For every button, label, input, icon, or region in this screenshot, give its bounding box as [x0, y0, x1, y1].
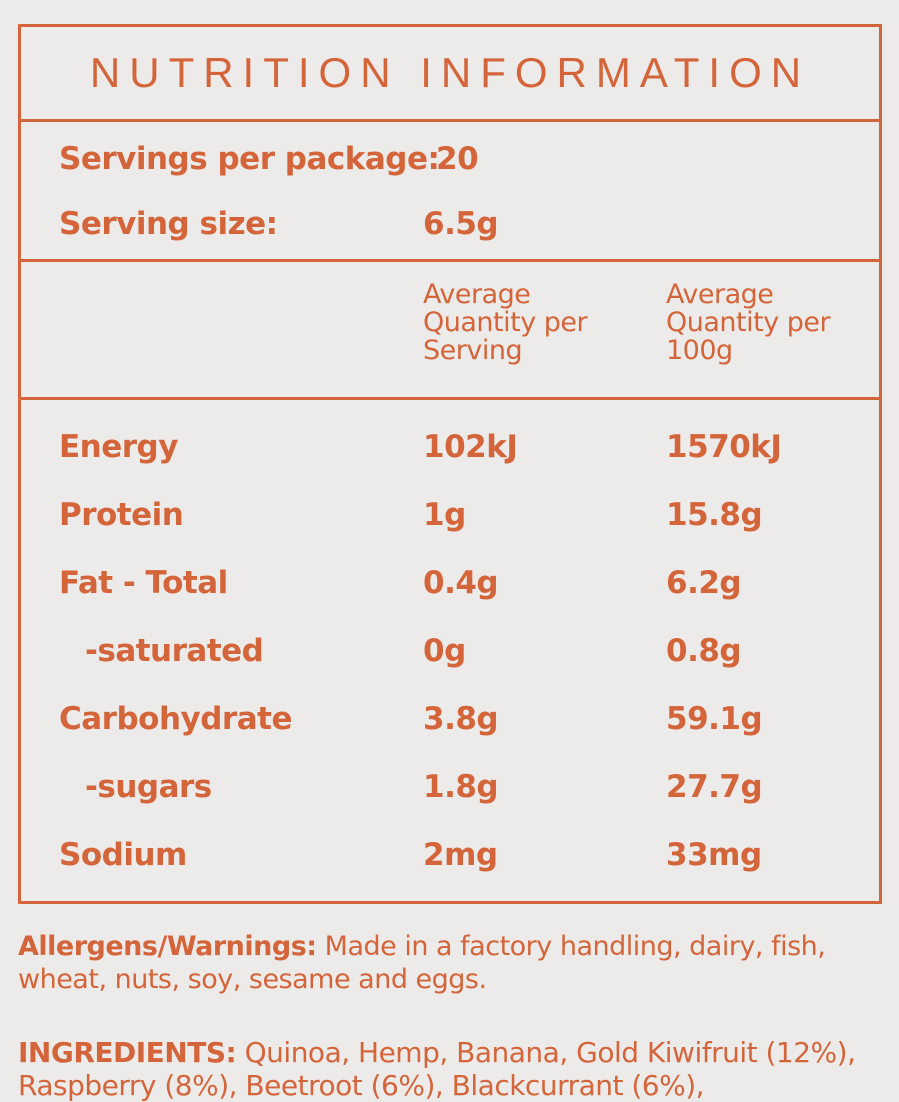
- per-100g-value: 6.2g: [666, 565, 742, 601]
- nutrient-name: Sodium: [59, 837, 187, 873]
- per-serving-value: 3.8g: [423, 701, 499, 737]
- allergens-statement: Allergens/Warnings: Made in a factory ha…: [18, 930, 878, 996]
- nutrient-name: Carbohydrate: [59, 701, 292, 737]
- ingredients-text: Quinoa, Hemp, Banana, Gold Kiwifruit (12…: [18, 1036, 856, 1102]
- per-serving-value: 0g: [423, 633, 466, 669]
- per-serving-value: 102kJ: [423, 429, 518, 465]
- panel-title: NUTRITION INFORMATION: [89, 49, 811, 96]
- nutrition-panel: NUTRITION INFORMATION Servings per packa…: [18, 24, 882, 904]
- divider: [21, 119, 879, 122]
- column-header-per-100g: Average Quantity per 100g: [666, 279, 831, 366]
- divider: [21, 259, 879, 262]
- nutrient-name: Energy: [59, 429, 178, 465]
- per-serving-value: 0.4g: [423, 565, 499, 601]
- per-100g-value: 59.1g: [666, 701, 763, 737]
- per-100g-value: 33mg: [666, 837, 762, 873]
- ingredients-statement: INGREDIENTS: Quinoa, Hemp, Banana, Gold …: [18, 1036, 878, 1102]
- nutrient-name: Protein: [59, 497, 184, 533]
- per-serving-value: 2mg: [423, 837, 498, 873]
- servings-per-package-value: 20: [436, 141, 479, 177]
- serving-size-value: 6.5g: [423, 206, 499, 242]
- per-100g-value: 27.7g: [666, 769, 763, 805]
- per-100g-value: 0.8g: [666, 633, 742, 669]
- allergens-label: Allergens/Warnings:: [18, 931, 317, 962]
- column-header-per-serving: Average Quantity per Serving: [423, 279, 588, 366]
- divider: [21, 397, 879, 400]
- allergens-text: Made in a factory handling, dairy, fish,…: [18, 931, 826, 995]
- per-serving-value: 1g: [423, 497, 466, 533]
- nutrient-name: Fat - Total: [59, 565, 228, 601]
- per-100g-value: 1570kJ: [666, 429, 782, 465]
- serving-size-label: Serving size:: [59, 206, 278, 242]
- nutrient-name: -saturated: [85, 633, 264, 669]
- ingredients-label: INGREDIENTS:: [18, 1036, 237, 1069]
- nutrient-name: -sugars: [85, 769, 212, 805]
- servings-per-package-label: Servings per package:: [59, 141, 440, 177]
- per-serving-value: 1.8g: [423, 769, 499, 805]
- per-100g-value: 15.8g: [666, 497, 763, 533]
